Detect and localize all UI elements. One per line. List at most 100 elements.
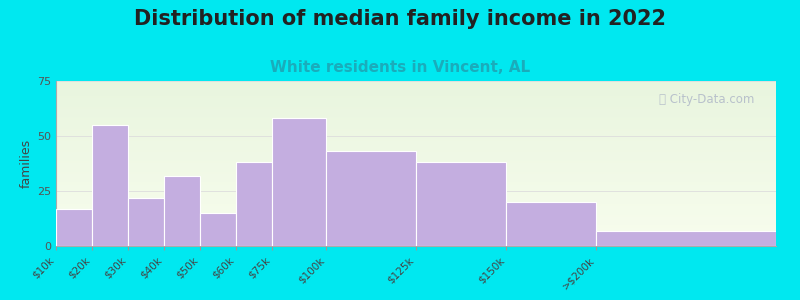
Bar xyxy=(56,134,776,135)
Bar xyxy=(56,94,776,95)
Bar xyxy=(56,226,776,227)
Bar xyxy=(56,140,776,141)
Bar xyxy=(56,96,776,97)
Bar xyxy=(56,213,776,214)
Bar xyxy=(56,214,776,215)
Bar xyxy=(56,151,776,152)
Bar xyxy=(56,156,776,157)
Bar xyxy=(56,203,776,204)
Bar xyxy=(56,202,776,203)
Bar xyxy=(56,154,776,155)
Bar xyxy=(56,157,776,158)
Bar xyxy=(56,235,776,236)
Bar xyxy=(56,232,776,233)
Bar xyxy=(56,107,776,108)
Bar xyxy=(56,136,776,137)
Bar xyxy=(56,167,776,168)
Bar xyxy=(56,236,776,237)
Bar xyxy=(56,125,776,126)
Bar xyxy=(56,179,776,180)
Bar xyxy=(56,161,776,162)
Bar xyxy=(56,158,776,159)
Bar xyxy=(56,123,776,124)
Bar xyxy=(56,178,776,179)
Bar xyxy=(56,127,776,128)
Bar xyxy=(56,88,776,89)
Bar xyxy=(506,202,596,246)
Bar xyxy=(56,234,776,235)
Bar xyxy=(56,238,776,239)
Bar xyxy=(56,90,776,91)
Bar xyxy=(56,142,776,143)
Bar xyxy=(56,104,776,105)
Bar xyxy=(56,121,776,122)
Bar xyxy=(56,175,776,176)
Bar xyxy=(56,222,776,223)
Bar xyxy=(56,135,776,136)
Bar xyxy=(56,163,776,164)
Bar xyxy=(56,180,776,181)
Bar xyxy=(56,106,776,107)
Bar xyxy=(56,208,776,209)
Bar xyxy=(56,129,776,130)
Bar xyxy=(56,95,776,96)
Bar xyxy=(56,83,776,84)
Text: White residents in Vincent, AL: White residents in Vincent, AL xyxy=(270,60,530,75)
Bar xyxy=(56,243,776,244)
Bar xyxy=(164,176,200,246)
Bar xyxy=(128,198,164,246)
Bar xyxy=(56,216,776,217)
Bar xyxy=(56,215,776,216)
Bar xyxy=(56,201,776,202)
Bar xyxy=(56,108,776,109)
Bar xyxy=(56,195,776,196)
Bar xyxy=(56,173,776,174)
Bar xyxy=(56,86,776,87)
Bar xyxy=(56,109,776,110)
Bar xyxy=(56,153,776,154)
Bar xyxy=(56,177,776,178)
Bar xyxy=(56,99,776,100)
Bar xyxy=(56,84,776,85)
Bar xyxy=(56,191,776,192)
Bar xyxy=(56,207,776,208)
Bar xyxy=(56,197,776,198)
Bar xyxy=(56,138,776,139)
Bar xyxy=(56,126,776,127)
Bar xyxy=(56,245,776,246)
Bar xyxy=(56,225,776,226)
Bar xyxy=(56,150,776,151)
Bar xyxy=(56,171,776,172)
Bar xyxy=(56,233,776,234)
Bar xyxy=(56,165,776,166)
Bar xyxy=(56,205,776,206)
Bar xyxy=(56,188,776,189)
Bar xyxy=(56,169,776,170)
Bar xyxy=(272,118,326,246)
Bar xyxy=(596,231,776,246)
Bar xyxy=(56,172,776,173)
Bar xyxy=(56,164,776,165)
Bar xyxy=(56,103,776,104)
Bar xyxy=(56,113,776,114)
Bar xyxy=(56,162,776,163)
Bar xyxy=(56,200,776,201)
Bar xyxy=(56,186,776,187)
Bar xyxy=(56,218,776,219)
Bar xyxy=(56,230,776,231)
Bar xyxy=(56,97,776,98)
Bar xyxy=(56,193,776,194)
Bar xyxy=(56,133,776,134)
Bar xyxy=(56,238,776,239)
Bar xyxy=(56,192,776,193)
Text: Distribution of median family income in 2022: Distribution of median family income in … xyxy=(134,9,666,29)
Bar xyxy=(56,190,776,191)
Bar xyxy=(56,146,776,147)
Bar xyxy=(56,87,776,88)
Bar xyxy=(56,130,776,131)
Bar xyxy=(56,187,776,188)
Bar xyxy=(56,211,776,212)
Bar xyxy=(56,91,776,92)
Bar xyxy=(56,244,776,245)
Bar xyxy=(56,183,776,184)
